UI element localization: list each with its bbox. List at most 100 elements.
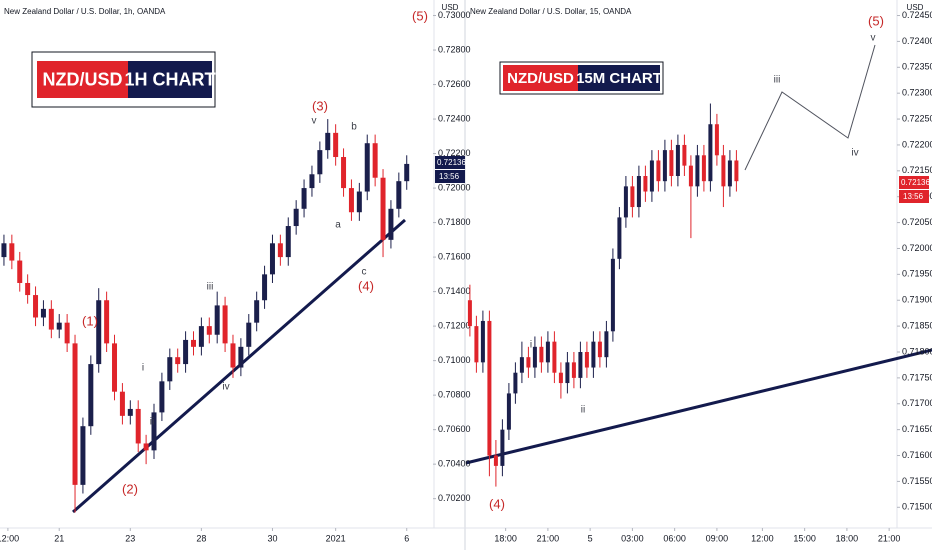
y-tick-label: 0.71850 [902,320,932,330]
badge-pair-text: NZD/USD [43,69,123,89]
candle-body [565,362,570,384]
candle-body [262,274,268,301]
candle-body [230,343,236,368]
candle-body [578,352,583,378]
last-price: 0.72136 [901,178,930,187]
wave-label: b [351,122,357,133]
y-tick-label: 0.71000 [438,355,471,365]
candle-body [88,364,94,427]
last-price-box [435,156,465,169]
candle-body [285,226,291,258]
wave-label: (5) [868,13,884,28]
y-tick-label: 0.71950 [902,269,932,279]
wave-label: i [530,340,532,351]
candle-body [695,155,700,187]
x-tick-label: 2021 [326,533,346,543]
candle-body [293,208,299,227]
candle-body [513,372,518,394]
y-tick-label: 0.71750 [902,372,932,382]
y-tick-label: 0.71200 [438,320,471,330]
candle-body [159,381,165,413]
wave-label: iv [851,148,858,159]
chart-title: New Zealand Dollar / U.S. Dollar, 15, OA… [470,7,632,16]
candle-body [643,176,648,192]
candle-body [558,372,563,384]
y-tick-label: 0.72000 [438,182,471,192]
y-tick-label: 0.71700 [902,398,932,408]
candle-body [33,295,39,318]
wave-label: (5) [412,8,428,23]
badge-timeframe [578,65,660,91]
candle-body [112,343,118,392]
candle-body [214,305,220,335]
wave-label: (1) [82,313,98,328]
candle-body [630,186,635,208]
wave-label: a [335,220,341,231]
badge-timeframe [128,61,212,98]
candle-body [669,150,674,176]
candle-body [675,144,680,176]
candle-body [104,300,110,344]
price-axis-unit: USD [442,3,459,12]
x-tick-label: 6 [404,533,409,543]
y-tick-label: 0.70200 [438,493,471,503]
badge-timeframe-text: 15M CHART [576,70,662,87]
candle-body [519,357,524,373]
candle-body [119,391,125,416]
y-tick-label: 0.73000 [438,10,471,20]
candle-body [143,443,149,451]
y-tick-label: 0.72400 [438,113,471,123]
wave-label: (3) [312,98,328,113]
candle-body [571,362,576,378]
candle-body [545,341,550,363]
candle-body [183,339,189,365]
candle-body [480,320,485,363]
trendline [465,348,932,465]
candle-body [64,322,70,344]
candle-body [506,393,511,430]
y-tick-label: 0.70400 [438,459,471,469]
badge-pair [37,61,128,98]
countdown-box [435,170,465,183]
wave-label: c [362,267,367,278]
candle-body [682,144,687,166]
x-tick-label: 28 [196,533,206,543]
candle-body [269,243,275,275]
x-tick-label: 21:00 [537,533,560,543]
countdown-box [899,190,929,203]
y-tick-label: 0.71800 [438,217,471,227]
candle-body [467,300,472,327]
candle-body [72,343,78,485]
candle-body [167,357,173,382]
candle-body [708,124,713,182]
y-tick-label: 0.72450 [902,10,932,20]
y-tick-label: 0.71600 [438,251,471,261]
candle-body [380,177,386,240]
x-tick-label: 5 [588,533,593,543]
candle-body [584,352,589,368]
candle-body [610,258,615,332]
price-axis-unit: USD [907,3,924,12]
candle-body [552,341,557,373]
candle-body [474,326,479,363]
candle-body [246,322,252,347]
candle-body [364,143,370,192]
x-tick-label: 06:00 [663,533,686,543]
y-tick-label: 0.70800 [438,390,471,400]
candle-body [636,176,641,208]
candle-body [532,346,537,368]
candle-body [348,188,354,213]
candle-body [80,426,86,485]
x-tick-label: 21:00 [878,533,901,543]
x-tick-label: 12:00 [751,533,774,543]
y-tick-label: 0.71900 [902,295,932,305]
badge-pair-text: NZD/USD [507,70,574,87]
badge-pair [503,65,578,91]
wave-label: v [871,33,876,44]
wave-label: v [312,116,317,127]
x-tick-label: 18:00 [494,533,517,543]
y-tick-label: 0.72350 [902,62,932,72]
candle-body [526,357,531,368]
countdown: 13:56 [903,192,924,201]
